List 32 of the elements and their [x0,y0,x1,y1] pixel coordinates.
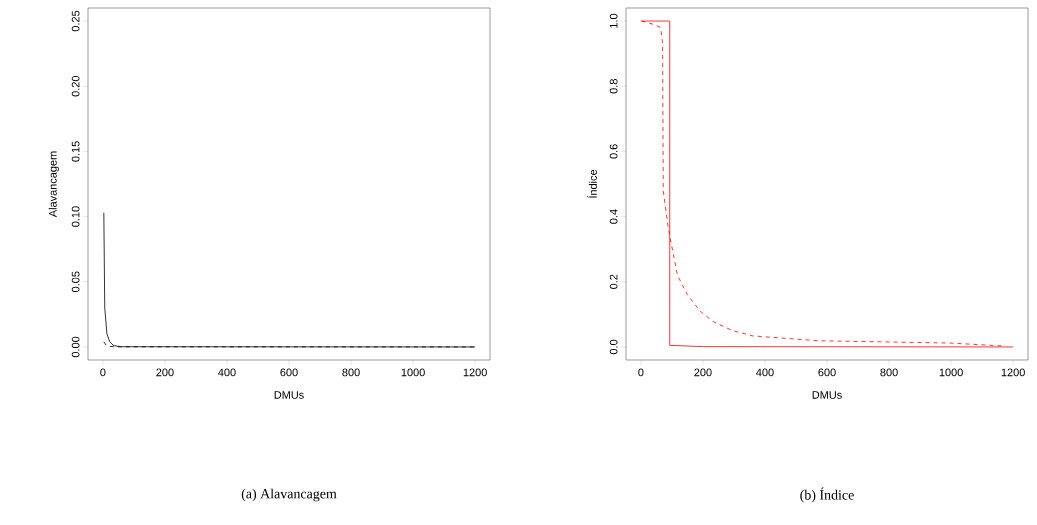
x-axis-title: DMUs [812,391,842,399]
x-tick-label: 1200 [463,368,487,377]
x-tick-label: 400 [218,368,236,377]
text: (a) Alavancagem [241,488,337,502]
text: (b) Índice [800,487,854,503]
y-tick-label: 0.4 [609,209,618,224]
y-tick-label: 0.8 [609,79,618,94]
y-tick-label: 0.15 [71,141,80,162]
x-tick-label: 200 [694,368,712,377]
x-tick-label: 1000 [939,368,963,377]
x-tick-label: 1200 [1001,368,1025,377]
y-tick-label: 0.25 [71,10,80,32]
x-tick-label: 0 [638,368,644,377]
y-tick-label: 0.20 [71,76,80,97]
x-axis-title: DMUs [274,391,304,399]
y-tick-label: 0.2 [609,274,618,289]
y-tick-label: 0.0 [609,339,618,355]
y-axis-title: Alavancagem [48,151,59,218]
y-tick-label: 0.05 [71,271,80,293]
y-tick-label: 0.6 [609,144,618,159]
x-tick-label: 200 [156,368,174,377]
x-tick-label: 400 [756,368,774,377]
y-tick-label: 1.0 [609,13,618,28]
y-tick-label: 0.00 [71,336,80,358]
x-tick-label: 800 [880,368,898,377]
x-tick-label: 0 [100,368,106,377]
x-tick-label: 800 [342,368,360,377]
y-axis-title: Índice [587,169,597,198]
x-tick-label: 1000 [401,368,425,377]
x-tick-label: 600 [818,368,836,377]
x-tick-label: 600 [280,368,298,377]
y-tick-label: 0.10 [71,206,80,227]
